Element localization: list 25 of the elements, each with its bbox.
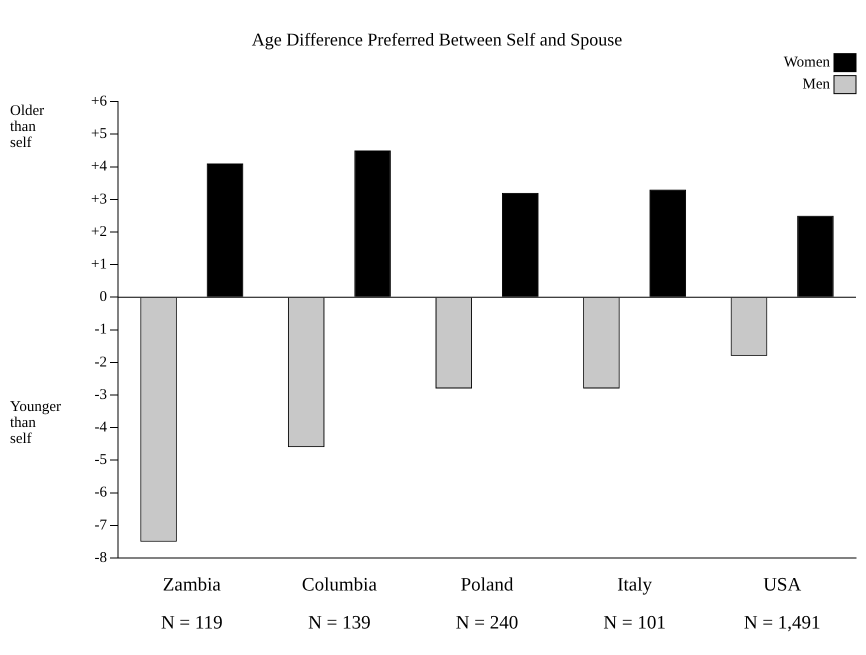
- y-tick-label: -4: [94, 420, 108, 436]
- chart-title: Age Difference Preferred Between Self and Spouse: [252, 30, 622, 50]
- y-tick-label: -1: [94, 322, 107, 338]
- legend-label: Men: [802, 76, 830, 93]
- x-tick-label: USA N = 1,491: [744, 574, 821, 634]
- y-tick-label: -8: [94, 550, 107, 566]
- x-tick-label: Italy N = 101: [603, 574, 666, 634]
- y-tick-label: +1: [91, 256, 107, 273]
- x-tick-label: Poland N = 240: [456, 574, 518, 634]
- y-tick-label: -5: [94, 452, 107, 468]
- x-tick-label: Zambia N = 119: [160, 574, 223, 634]
- y-tick-label: +5: [91, 126, 107, 142]
- text: Older than self: [10, 103, 44, 152]
- legend-label: Women: [784, 54, 830, 71]
- y-tick-label: -3: [94, 386, 107, 403]
- y-tick-label: 0: [100, 289, 107, 306]
- y-tick-label: +3: [91, 191, 107, 208]
- y-tick-label: -6: [94, 484, 108, 501]
- y-tick-label: +2: [91, 224, 107, 240]
- y-tick-label: -7: [94, 517, 108, 534]
- y-tick-label: -2: [94, 354, 107, 370]
- y-tick-label: +4: [91, 158, 108, 175]
- x-tick-label: Columbia N = 139: [302, 574, 378, 634]
- y-tick-label: +6: [91, 94, 108, 110]
- text: Younger than self: [10, 399, 61, 448]
